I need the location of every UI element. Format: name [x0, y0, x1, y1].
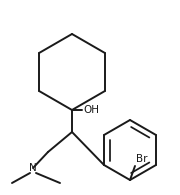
Text: Br: Br — [136, 154, 147, 164]
Text: N: N — [29, 163, 37, 173]
Text: OH: OH — [83, 105, 99, 115]
